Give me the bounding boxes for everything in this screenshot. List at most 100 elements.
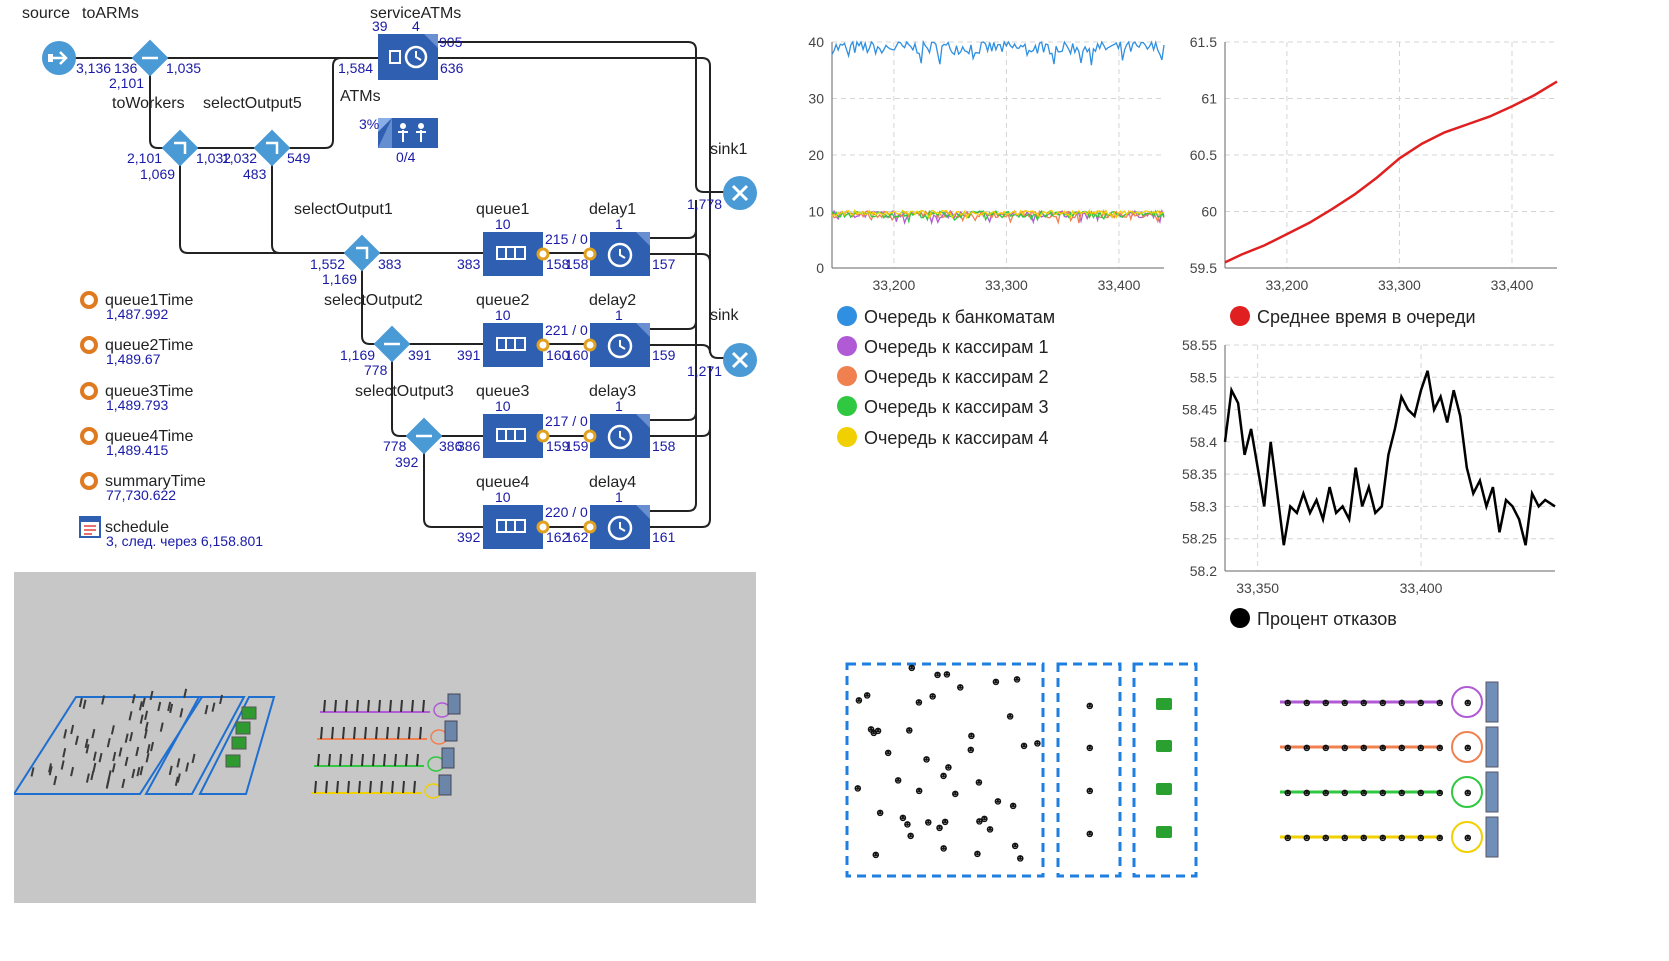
cashier-desk [447, 693, 461, 715]
person [378, 699, 381, 713]
person-icon: ☻ [1320, 697, 1332, 709]
queue4-block-icon[interactable] [483, 505, 543, 549]
person-icon: ☻ [1320, 787, 1332, 799]
atm-zone [198, 696, 276, 795]
person-icon: ☻ [950, 788, 962, 800]
selectOutput5-diamond-icon[interactable] [253, 129, 291, 167]
person [179, 708, 184, 718]
toARMs-diamond-icon[interactable] [131, 39, 169, 77]
queue2-block-icon[interactable] [483, 323, 543, 367]
person-icon: ☻ [1007, 800, 1019, 812]
person-icon: ☻ [1282, 742, 1294, 754]
queue1-block-icon[interactable] [483, 232, 543, 276]
refusal-percent-chart: 58.2 58.25 58.3 58.35 58.4 58.45 58.5 58.55 33,3… [1182, 337, 1556, 596]
sink-in-count: 1,271 [687, 363, 723, 379]
toWorkers-out2-count: 1,069 [140, 166, 176, 182]
person-icon: ☻ [1415, 697, 1427, 709]
service-queue-count: 39 [372, 18, 388, 34]
person [110, 725, 115, 735]
queue4Time-variable-icon[interactable] [80, 427, 98, 445]
toWorkers-diamond-icon[interactable] [161, 129, 199, 167]
person [334, 699, 337, 713]
summaryTime-variable-icon[interactable] [80, 472, 98, 490]
delay2-block-icon[interactable] [590, 323, 650, 367]
3d-animation-view[interactable] [14, 572, 756, 903]
person [30, 767, 35, 777]
2d-animation-view[interactable]: ☻☻☻☻☻☻☻☻☻☻☻☻☻☻☻☻☻☻☻☻☻☻☻☻☻☻☻☻☻☻☻☻☻☻☻☻☻☻☻☻… [830, 650, 1530, 890]
queue4-in-count: 392 [457, 529, 481, 545]
delay1-block-icon[interactable] [590, 232, 650, 276]
atm-zone [1132, 662, 1198, 878]
person-icon: ☻ [1462, 787, 1474, 799]
source-icon[interactable] [42, 41, 76, 75]
schedule-icon[interactable] [79, 516, 101, 538]
toARMs-out1-count: 1,035 [166, 60, 202, 76]
person-icon: ☻ [1377, 832, 1389, 844]
person-icon: ☻ [1434, 742, 1446, 754]
delay3-out-count: 158 [652, 438, 676, 454]
select2-in-count: 1,169 [340, 347, 376, 363]
cashier-desk [1485, 771, 1499, 813]
legend-dot-refusal [1230, 608, 1250, 628]
toWorkers-label: toWorkers [112, 95, 185, 112]
selectOutput1-diamond-icon[interactable] [343, 234, 381, 272]
x-tick-label: 33,200 [872, 277, 915, 293]
person [353, 726, 356, 740]
atm-machine [1156, 826, 1172, 838]
atm-machine [225, 754, 241, 768]
selectOutput2-diamond-icon[interactable] [373, 325, 411, 363]
person-icon: ☻ [992, 796, 1004, 808]
person [135, 746, 140, 757]
service-capacity-count: 4 [412, 18, 420, 34]
person [167, 701, 172, 712]
y-tick-label: 58.25 [1182, 531, 1217, 547]
series-line [1224, 80, 1558, 264]
queue4-out-count: 162 [546, 529, 570, 545]
person-icon: ☻ [1462, 832, 1474, 844]
person [105, 779, 110, 789]
sink-icon[interactable] [723, 343, 757, 377]
queue3-block-icon[interactable] [483, 414, 543, 458]
person [118, 747, 123, 757]
x-tick-label: 33,300 [985, 277, 1028, 293]
sink1-icon[interactable] [723, 176, 757, 210]
person [356, 699, 359, 713]
delay1-in-count: 158 [565, 256, 589, 272]
person-icon: ☻ [943, 762, 955, 774]
person-icon: ☻ [897, 812, 909, 824]
cashier-spot [1451, 731, 1483, 763]
person-icon: ☻ [913, 696, 925, 708]
person-icon: ☻ [905, 830, 917, 842]
person-icon: ☻ [955, 682, 967, 694]
person-icon: ☻ [1009, 840, 1021, 852]
atm-machine [1156, 740, 1172, 752]
queue2Time-variable-icon[interactable] [80, 336, 98, 354]
person-icon: ☻ [1320, 742, 1332, 754]
person [364, 726, 367, 740]
legend-cashier3-queue: Очередь к кассирам 3 [864, 397, 1049, 417]
person-icon: ☻ [865, 723, 877, 735]
person-icon: ☻ [868, 727, 880, 739]
queue1Time-variable-icon[interactable] [80, 291, 98, 309]
person-icon: ☻ [1339, 742, 1351, 754]
selectOutput2-label: selectOutput2 [324, 292, 423, 309]
queue3Time-variable-icon[interactable] [80, 382, 98, 400]
person-icon: ☻ [1011, 674, 1023, 686]
queue-length-chart: 0 10 20 30 40 33,200 33,300 33,400 [808, 34, 1165, 293]
legend-cashier4-queue: Очередь к кассирам 4 [864, 428, 1049, 448]
delay4-block-icon[interactable] [590, 505, 650, 549]
person [91, 728, 96, 739]
ATMs-resource-icon[interactable] [378, 118, 438, 148]
person [136, 766, 141, 777]
person-icon: ☻ [1339, 832, 1351, 844]
person-icon: ☻ [939, 816, 951, 828]
person [98, 752, 103, 763]
serviceATMs-block-icon[interactable] [378, 34, 438, 80]
selectOutput1-label: selectOutput1 [294, 201, 393, 218]
avg-queue-time-chart: 59.5 60 60.5 61 61.5 33,200 33,300 33,400 [1190, 34, 1558, 293]
delay3-block-icon[interactable] [590, 414, 650, 458]
queue2Time-value: 1,489.67 [106, 351, 161, 367]
person-icon: ☻ [1396, 697, 1408, 709]
person-icon: ☻ [1320, 832, 1332, 844]
selectOutput3-diamond-icon[interactable] [405, 417, 443, 455]
